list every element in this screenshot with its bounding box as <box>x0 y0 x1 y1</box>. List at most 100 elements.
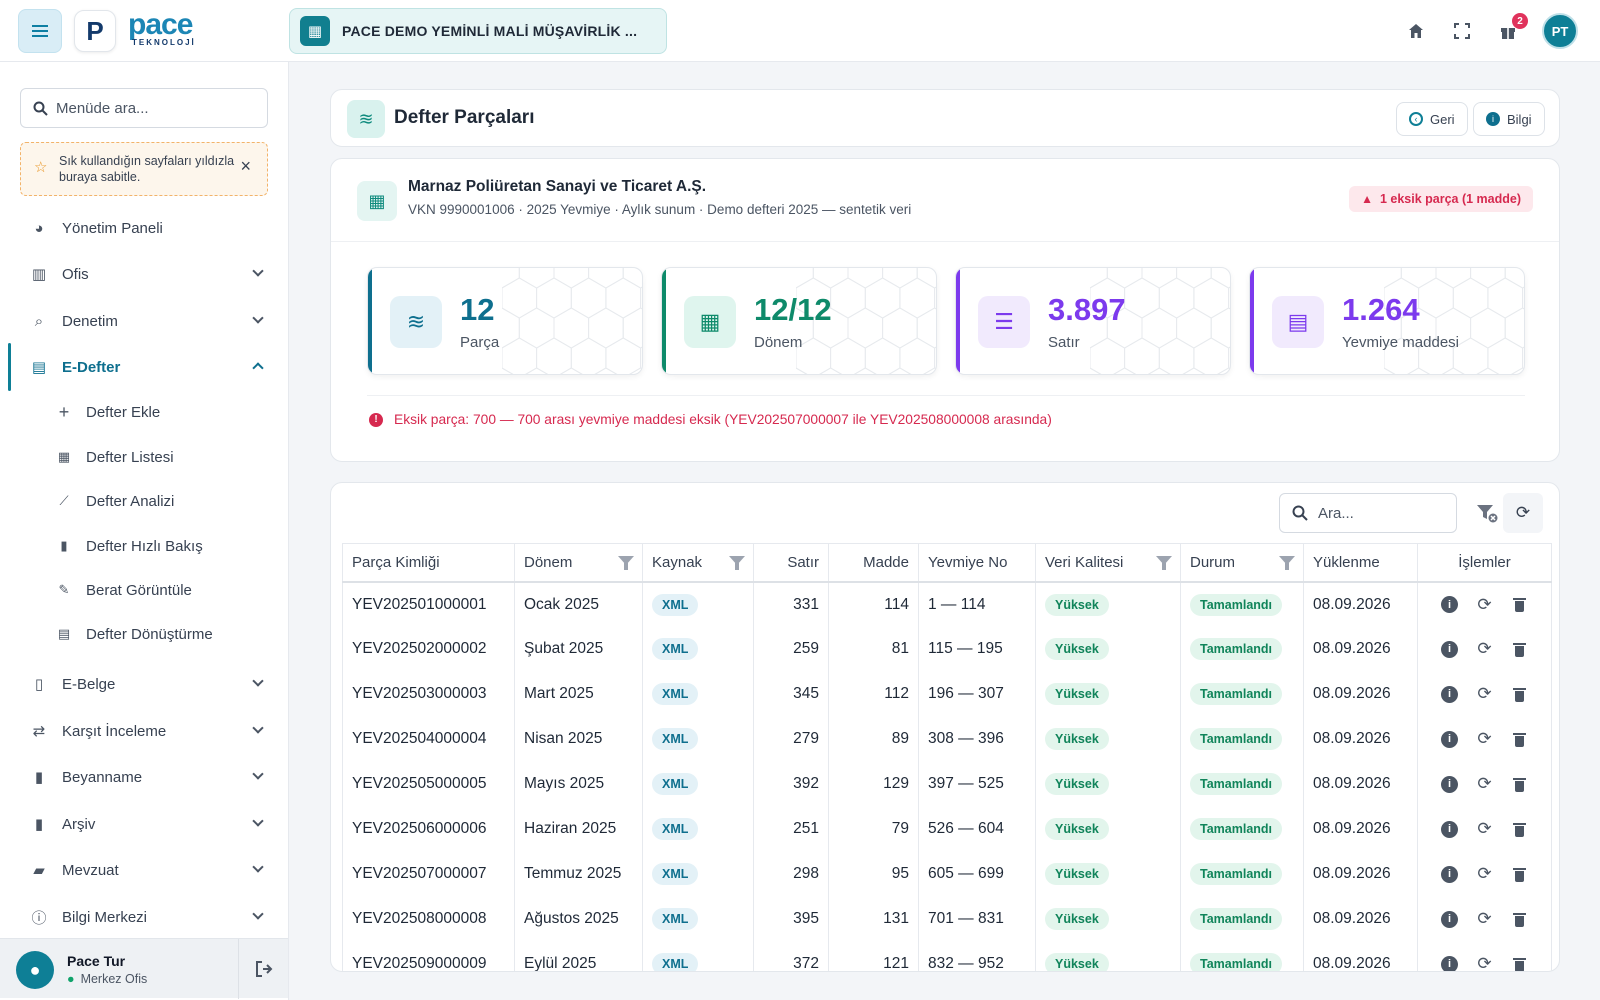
table-search-input[interactable] <box>1318 504 1448 522</box>
refresh-icon[interactable]: ⟳ <box>1477 954 1492 972</box>
menu-toggle-button[interactable] <box>18 9 62 53</box>
sidebar-subitem-berat-goruntule[interactable]: ✎ Berat Görüntüle <box>0 572 288 608</box>
sidebar-item-karsit-inceleme[interactable]: ⇄ Karşıt İnceleme <box>0 711 288 751</box>
table-row[interactable]: YEV202505000005 Mayıs 2025 XML 392 129 397 — … <box>342 761 1552 807</box>
source-badge: XML <box>652 908 699 930</box>
sidebar-subitem-defter-analizi[interactable]: ⟋ Defter Analizi <box>0 483 288 519</box>
column-header-yevmiye-no[interactable]: Yevmiye No <box>918 543 1036 583</box>
status-badge: Tamamlandı <box>1190 863 1283 885</box>
table-row[interactable]: YEV202508000008 Ağustos 2025 XML 395 131 701 … <box>342 896 1552 942</box>
refresh-icon[interactable]: ⟳ <box>1477 909 1492 928</box>
info-icon[interactable]: i <box>1441 910 1458 928</box>
cell-parca-kimligi: YEV202502000002 <box>342 626 515 672</box>
column-header-madde[interactable]: Madde <box>828 543 919 583</box>
user-icon[interactable]: ● <box>16 951 54 989</box>
trash-icon[interactable] <box>1511 821 1528 838</box>
home-icon[interactable] <box>1404 19 1428 43</box>
chevron-down-icon <box>252 815 264 827</box>
plus-icon: + <box>58 401 70 422</box>
sidebar-subitem-defter-ekle[interactable]: + Defter Ekle <box>0 394 288 430</box>
table-row[interactable]: YEV202501000001 Ocak 2025 XML 331 114 1 — 114… <box>342 581 1552 627</box>
info-icon[interactable]: i <box>1441 865 1458 883</box>
refresh-icon[interactable]: ⟳ <box>1477 864 1492 883</box>
refresh-icon[interactable]: ⟳ <box>1477 639 1492 658</box>
trash-icon[interactable] <box>1511 956 1528 971</box>
trash-icon[interactable] <box>1511 731 1528 748</box>
firm-selector[interactable]: ▦ PACE DEMO YEMİNLİ MALİ MÜŞAVİRLİK ... <box>289 8 667 54</box>
cell-parca-kimligi: YEV202507000007 <box>342 851 515 897</box>
info-icon[interactable]: i <box>1441 685 1458 703</box>
info-icon[interactable]: i <box>1441 596 1458 613</box>
clear-filter-button[interactable] <box>1467 493 1507 533</box>
filter-icon[interactable] <box>1156 556 1172 570</box>
trash-icon[interactable] <box>1511 911 1528 928</box>
table-search <box>1279 493 1457 533</box>
cell-yuklenme: 08.09.2026 <box>1303 671 1418 717</box>
cell-madde: 131 <box>828 896 919 942</box>
column-header-kaynak[interactable]: Kaynak <box>642 543 754 583</box>
gift-icon[interactable]: 2 <box>1496 13 1528 43</box>
column-header-yuklenme[interactable]: Yüklenme <box>1303 543 1418 583</box>
sidebar-item-yonetim-paneli[interactable]: ◕ Yönetim Paneli <box>0 208 288 248</box>
filter-icon[interactable] <box>729 556 745 570</box>
trash-icon[interactable] <box>1511 596 1528 613</box>
sidebar-item-ofis[interactable]: ▥ Ofis <box>0 254 288 294</box>
column-header-parca-kimligi[interactable]: Parça Kimliği <box>342 543 515 583</box>
table-row[interactable]: YEV202507000007 Temmuz 2025 XML 298 95 605 — … <box>342 851 1552 897</box>
sidebar-subitem-defter-donusturme[interactable]: ▤ Defter Dönüştürme <box>57 625 213 643</box>
close-icon[interactable]: × <box>240 156 251 176</box>
trash-icon[interactable] <box>1511 866 1528 883</box>
refresh-icon: ⟳ <box>1515 503 1531 522</box>
logout-button[interactable] <box>238 939 288 999</box>
column-header-durum[interactable]: Durum <box>1180 543 1304 583</box>
column-header-islemler: İşlemler <box>1417 543 1552 583</box>
trash-icon[interactable] <box>1511 776 1528 793</box>
file-icon: ▮ <box>34 769 44 786</box>
file-icon: ▮ <box>60 538 68 553</box>
info-icon[interactable]: i <box>1441 730 1458 748</box>
refresh-icon[interactable]: ⟳ <box>1477 819 1492 838</box>
refresh-icon[interactable]: ⟳ <box>1477 729 1492 748</box>
table-row[interactable]: YEV202509000009 Eylül 2025 XML 372 121 832 — … <box>342 941 1552 972</box>
company-meta: VKN 9990001006 · 2025 Yevmiye · Aylık su… <box>408 202 912 217</box>
star-icon: ☆ <box>34 159 48 176</box>
refresh-icon[interactable]: ⟳ <box>1477 684 1492 703</box>
sidebar-subitem-defter-hizli-bakis[interactable]: ▮ Defter Hızlı Bakış <box>0 528 288 564</box>
info-icon[interactable]: i <box>1441 640 1458 658</box>
info-icon[interactable]: i <box>1441 820 1458 838</box>
column-header-veri-kalitesi[interactable]: Veri Kalitesi <box>1035 543 1181 583</box>
sidebar-item-e-defter[interactable]: ▤ E-Defter <box>0 343 288 391</box>
trash-icon[interactable] <box>1511 686 1528 703</box>
table-row[interactable]: YEV202504000004 Nisan 2025 XML 279 89 308 — 3… <box>342 716 1552 762</box>
menu-search-input[interactable] <box>56 99 256 117</box>
sidebar-item-denetim[interactable]: ⌕ Denetim <box>0 301 288 341</box>
column-header-satir[interactable]: Satır <box>753 543 829 583</box>
refresh-icon[interactable]: ⟳ <box>1477 774 1492 793</box>
table-row[interactable]: YEV202502000002 Şubat 2025 XML 259 81 115 — 1… <box>342 626 1552 672</box>
fullscreen-icon[interactable] <box>1450 19 1474 43</box>
quality-badge: Yüksek <box>1045 863 1109 885</box>
sidebar-item-arsiv[interactable]: ▮ Arşiv <box>0 804 288 844</box>
trash-icon[interactable] <box>1511 641 1528 658</box>
sidebar-item-beyanname[interactable]: ▮ Beyanname <box>0 757 288 797</box>
logout-icon <box>255 961 272 977</box>
filter-icon[interactable] <box>618 556 634 570</box>
refresh-button[interactable]: ⟳ <box>1503 493 1543 533</box>
info-icon[interactable]: i <box>1441 955 1458 971</box>
info-button[interactable]: i Bilgi <box>1473 102 1545 136</box>
user-avatar[interactable]: PT <box>1542 13 1578 49</box>
sidebar-item-bilgi-merkezi[interactable]: ⓘ Bilgi Merkezi <box>0 897 288 937</box>
status-badge: Tamamlandı <box>1190 728 1283 750</box>
sidebar-item-mevzuat[interactable]: ▰ Mevzuat <box>0 850 288 890</box>
table-row[interactable]: YEV202506000006 Haziran 2025 XML 251 79 526 —… <box>342 806 1552 852</box>
info-icon[interactable]: i <box>1441 775 1458 793</box>
sidebar-item-e-belge[interactable]: ▯ E-Belge <box>0 664 288 704</box>
column-header-donem[interactable]: Dönem <box>514 543 643 583</box>
table-row[interactable]: YEV202503000003 Mart 2025 XML 345 112 196 — 3… <box>342 671 1552 717</box>
sidebar-subitem-defter-listesi[interactable]: ▦ Defter Listesi <box>57 448 174 466</box>
refresh-icon[interactable]: ⟳ <box>1477 594 1492 614</box>
filter-icon[interactable] <box>1279 556 1295 570</box>
cell-donem: Temmuz 2025 <box>514 851 643 897</box>
back-button[interactable]: ‹ Geri <box>1396 102 1468 136</box>
cell-satir: 251 <box>753 806 829 852</box>
